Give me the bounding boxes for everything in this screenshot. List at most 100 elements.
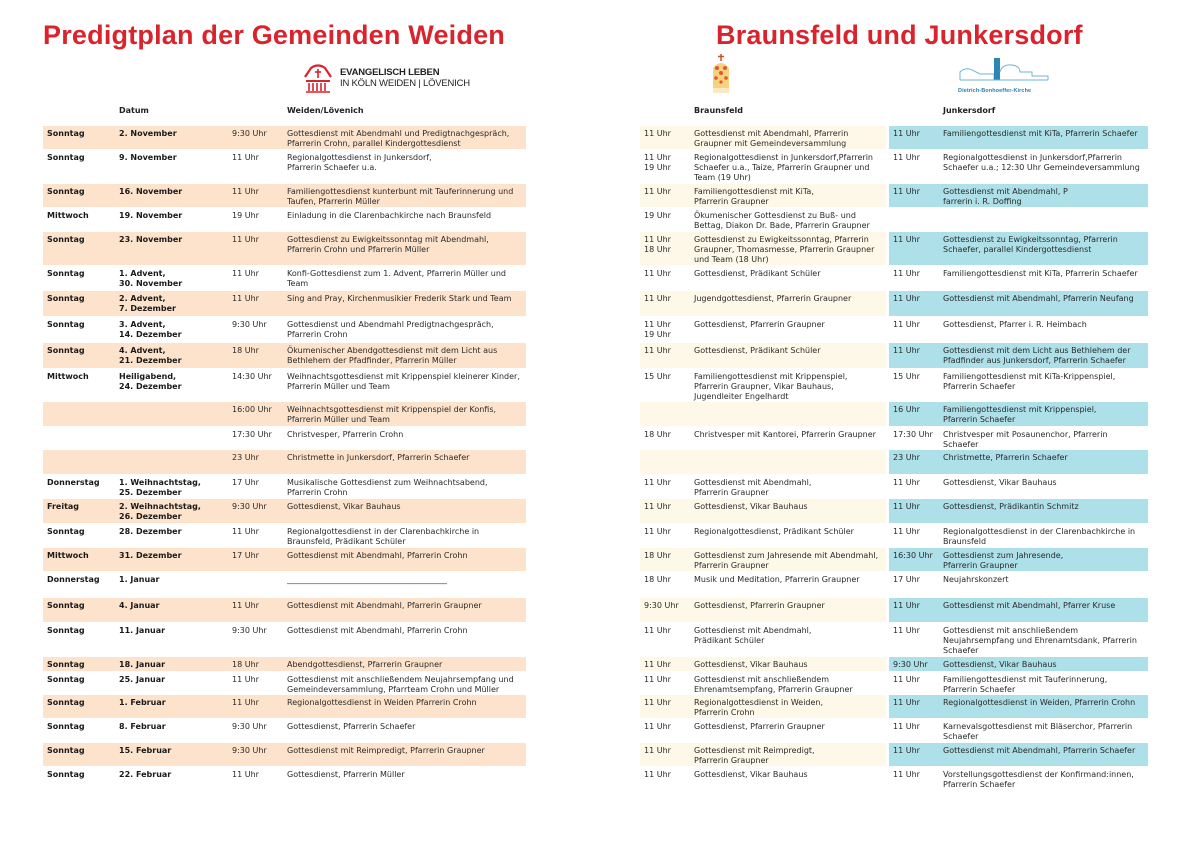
braunsfeld-time: 11 Uhr 19 Uhr — [644, 153, 671, 172]
weiden-service: Gottesdienst mit Abendmahl, Pfarrerin Gr… — [287, 601, 482, 610]
date-label: 28. Dezember — [119, 527, 182, 536]
date-label: 23. November — [119, 235, 183, 244]
junkersdorf-cell: 11 Uhr Gottesdienst zu Ewigkeitssonntag, … — [889, 232, 1148, 265]
weiden-time: 17 Uhr — [232, 551, 259, 560]
weiden-cell: Sonntag 4. Advent, 21. Dezember 18 Uhr Ökum… — [43, 343, 526, 368]
weiden-cell: Sonntag 2. November 9:30 Uhr Gottesdienst m… — [43, 126, 526, 149]
braunsfeld-service: Musik und Meditation, Pfarrerin Graupner — [694, 575, 860, 584]
junkersdorf-cell: 11 Uhr Gottesdienst mit Abendmahl, Pfarre… — [889, 291, 1148, 316]
junkersdorf-time: 11 Uhr — [893, 675, 920, 684]
junkersdorf-service: Regionalgottesdienst in Junkersdorf,Pfar… — [943, 153, 1140, 172]
junkersdorf-cell: 16 Uhr Familiengottesdienst mit Krippensp… — [889, 402, 1148, 426]
braunsfeld-cell: 19 Uhr Ökumenischer Gottesdienst zu Buß- … — [640, 208, 886, 231]
braunsfeld-cell: 18 Uhr Gottesdienst zum Jahresende mit Ab… — [640, 548, 886, 571]
weiden-time: 11 Uhr — [232, 698, 259, 707]
junkersdorf-cell: 11 Uhr Karnevalsgottesdienst mit Bläserch… — [889, 719, 1148, 742]
weiden-cell: Freitag 2. Weihnachtstag, 26. Dezember 9:3… — [43, 499, 526, 523]
junkersdorf-cell: 11 Uhr Regionalgottesdienst in Junkersdor… — [889, 150, 1148, 183]
junkersdorf-time: 11 Uhr — [893, 153, 920, 162]
braunsfeld-cell: 11 Uhr Gottesdienst mit Abendmahl, Pfarre… — [640, 475, 886, 498]
weiden-service: Gottesdienst und Abendmahl Predigtnachge… — [287, 320, 494, 339]
schedule-row: Sonntag 15. Februar 9:30 Uhr Gottesdienst m… — [0, 743, 1200, 766]
weiden-service: Regionalgottesdienst in Junkersdorf, Pfa… — [287, 153, 432, 172]
junkersdorf-time: 16 Uhr — [893, 405, 920, 414]
date-label: 31. Dezember — [119, 551, 182, 560]
braunsfeld-cell: 11 Uhr Gottesdienst mit Reimpredigt, Pfar… — [640, 743, 886, 766]
junkersdorf-service: Familiengottesdienst mit Tauferinnerung,… — [943, 675, 1108, 694]
junkersdorf-service: Familiengottesdienst mit KiTa, Pfarrerin… — [943, 269, 1138, 278]
schedule-row: Sonntag 2. Advent, 7. Dezember 11 Uhr Sing … — [0, 291, 1200, 316]
braunsfeld-service: Ökumenischer Gottesdienst zu Buß- und Be… — [694, 211, 870, 230]
weiden-time: 11 Uhr — [232, 187, 259, 196]
day-label: Mittwoch — [47, 551, 89, 560]
dbk-caption: Dietrich-Bonhoeffer-Kirche — [958, 88, 1032, 94]
weiden-time: 11 Uhr — [232, 675, 259, 684]
junkersdorf-service: Christmette, Pfarrerin Schaefer — [943, 453, 1068, 462]
junkersdorf-service: Gottesdienst, Prädikantin Schmitz — [943, 502, 1079, 511]
weiden-service: Gottesdienst mit anschließendem Neujahrs… — [287, 675, 514, 694]
weiden-cell: Donnerstag 1. Januar _____________________… — [43, 572, 526, 597]
weiden-cell: Sonntag 16. November 11 Uhr Familiengottesd… — [43, 184, 526, 207]
weiden-service: Familiengottesdienst kunterbunt mit Tauf… — [287, 187, 514, 206]
braunsfeld-time: 11 Uhr — [644, 346, 671, 355]
weiden-time: 11 Uhr — [232, 294, 259, 303]
braunsfeld-time: 9:30 Uhr — [644, 601, 679, 610]
schedule-row: Sonntag 2. November 9:30 Uhr Gottesdienst m… — [0, 126, 1200, 149]
braunsfeld-service: Jugendgottesdienst, Pfarrerin Graupner — [694, 294, 852, 303]
day-label: Sonntag — [47, 320, 85, 329]
day-label: Freitag — [47, 502, 80, 511]
junkersdorf-time: 11 Uhr — [893, 601, 920, 610]
braunsfeld-time: 19 Uhr — [644, 211, 671, 220]
day-label: Sonntag — [47, 269, 85, 278]
junkersdorf-service: Gottesdienst, Pfarrer i. R. Heimbach — [943, 320, 1087, 329]
logo-line-1: EVANGELISCH LEBEN — [340, 67, 440, 78]
junkersdorf-service: Gottesdienst mit anschließendem Neujahrs… — [943, 626, 1137, 655]
junkersdorf-service: Regionalgottesdienst in Weiden, Pfarreri… — [943, 698, 1136, 707]
day-label: Sonntag — [47, 626, 85, 635]
weiden-time: 18 Uhr — [232, 660, 259, 669]
weiden-cell: Sonntag 1. Advent, 30. November 11 Uhr Konf… — [43, 266, 526, 290]
weiden-service: Ökumenischer Abendgottesdienst mit dem L… — [287, 346, 498, 365]
junkersdorf-time: 11 Uhr — [893, 346, 920, 355]
schedule-row: 16:00 Uhr Weihnachtsgottesdienst mit Krip… — [0, 402, 1200, 426]
weiden-service: Christvesper, Pfarrerin Crohn — [287, 430, 404, 439]
date-label: Heiligabend, 24. Dezember — [119, 372, 182, 391]
junkersdorf-cell: 11 Uhr Gottesdienst mit Abendmahl, P farr… — [889, 184, 1148, 207]
junkersdorf-cell: 11 Uhr Familiengottesdienst mit KiTa, Pfa… — [889, 266, 1148, 290]
day-label: Sonntag — [47, 601, 85, 610]
weiden-cell: Mittwoch 31. Dezember 17 Uhr Gottesdienst m… — [43, 548, 526, 571]
junkersdorf-service: Christvesper mit Posaunenchor, Pfarrerin… — [943, 430, 1108, 449]
schedule-row: Sonntag 4. Januar 11 Uhr Gottesdienst mit A… — [0, 598, 1200, 622]
dietrich-bonhoeffer-kirche-logo: Dietrich-Bonhoeffer-Kirche — [958, 54, 1050, 94]
schedule-row: Sonntag 4. Advent, 21. Dezember 18 Uhr Ökum… — [0, 343, 1200, 368]
braunsfeld-service: Regionalgottesdienst, Prädikant Schüler — [694, 527, 854, 536]
braunsfeld-cell: 15 Uhr Familiengottesdienst mit Krippensp… — [640, 369, 886, 401]
junkersdorf-cell: 16:30 Uhr Gottesdienst zum Jahresende, Pf… — [889, 548, 1148, 571]
day-label: Sonntag — [47, 294, 85, 303]
day-label: Mittwoch — [47, 211, 89, 220]
weiden-cell: Sonntag 3. Advent, 14. Dezember 9:30 Uhr Go… — [43, 317, 526, 342]
date-label: 15. Februar — [119, 746, 172, 755]
weiden-time: 11 Uhr — [232, 527, 259, 536]
junkersdorf-service: Gottesdienst mit Abendmahl, P farrerin i… — [943, 187, 1068, 206]
date-label: 2. Advent, 7. Dezember — [119, 294, 176, 313]
braunsfeld-cell: 11 Uhr Gottesdienst, Prädikant Schüler — [640, 343, 886, 368]
weiden-time: 11 Uhr — [232, 601, 259, 610]
braunsfeld-service: Gottesdienst, Prädikant Schüler — [694, 269, 821, 278]
weiden-service: Christmette in Junkersdorf, Pfarrerin Sc… — [287, 453, 470, 462]
weiden-time: 11 Uhr — [232, 770, 259, 779]
clarenbachkirche-window-logo — [710, 54, 732, 98]
weiden-service: Regionalgottesdienst in der Clarenbachki… — [287, 527, 480, 546]
braunsfeld-service: Gottesdienst, Pfarrerin Graupner — [694, 601, 825, 610]
braunsfeld-time: 18 Uhr — [644, 551, 671, 560]
braunsfeld-time: 15 Uhr — [644, 372, 671, 381]
braunsfeld-service: Gottesdienst, Pfarrerin Graupner — [694, 320, 825, 329]
junkersdorf-time: 23 Uhr — [893, 453, 920, 462]
date-label: 19. November — [119, 211, 183, 220]
schedule-row: Sonntag 9. November 11 Uhr Regionalgottesdi… — [0, 150, 1200, 183]
braunsfeld-cell: 11 Uhr Gottesdienst mit Abendmahl, Prädik… — [640, 623, 886, 656]
junkersdorf-time: 11 Uhr — [893, 187, 920, 196]
weiden-cell: Sonntag 28. Dezember 11 Uhr Regionalgottesd… — [43, 524, 526, 547]
schedule-row: Sonntag 25. Januar 11 Uhr Gottesdienst mit … — [0, 672, 1200, 694]
weiden-service: Sing and Pray, Kirchenmusikier Frederik … — [287, 294, 512, 303]
